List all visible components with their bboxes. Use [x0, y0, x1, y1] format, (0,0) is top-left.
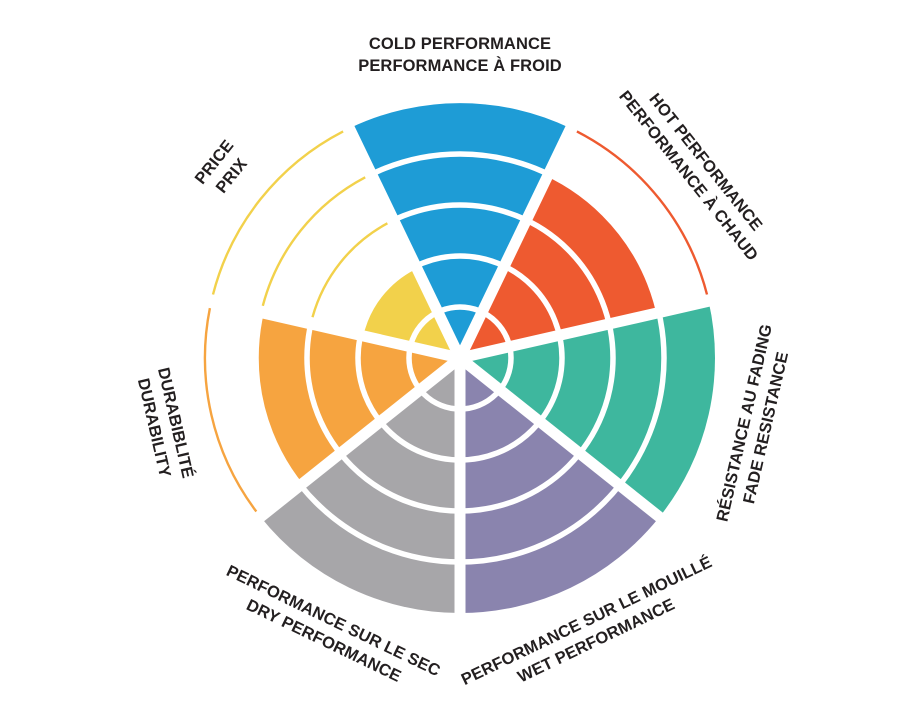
- unfilled-ring-arc-hot-performance-ring5: [576, 130, 709, 295]
- label-durability: DURABIBLITÉDURABILITY: [133, 366, 198, 485]
- wedge-gap-spoke-1: [458, 294, 716, 364]
- wedge-cold-performance: [349, 103, 571, 358]
- unfilled-ring-arc-price-ring4: [261, 176, 366, 307]
- unfilled-ring-arc-durability-ring5: [203, 307, 258, 513]
- wedge-fade-resistance: [460, 301, 715, 517]
- wedge-gap-spoke-4: [252, 353, 464, 526]
- wedge-wet-performance: [460, 358, 660, 613]
- wedge-fills: [255, 103, 715, 613]
- unfilled-ring-arcs: [203, 130, 709, 513]
- label-cold-performance: COLD PERFORMANCE PERFORMANCE À FROID: [358, 35, 562, 75]
- wedge-gap-spoke-0: [455, 120, 579, 361]
- label-price: PRICEPRIX: [192, 137, 255, 202]
- wedge-gap-spokes: [204, 120, 716, 619]
- wedge-gap-spoke-5: [204, 294, 462, 364]
- wedge-gap-spoke-2: [456, 353, 668, 526]
- wedge-gap-spoke-6: [341, 120, 465, 361]
- label-fade-resistance: RÉSISTANCE AU FADINGFADE RESISTANCE: [712, 322, 797, 528]
- label-hot-performance: HOT PERFORMANCEPERFORMANCE À CHAUD: [615, 74, 778, 265]
- wedge-dry-performance: [260, 358, 460, 613]
- unfilled-ring-arc-price-ring5: [211, 130, 344, 295]
- unfilled-ring-arc-price-ring3: [311, 222, 388, 318]
